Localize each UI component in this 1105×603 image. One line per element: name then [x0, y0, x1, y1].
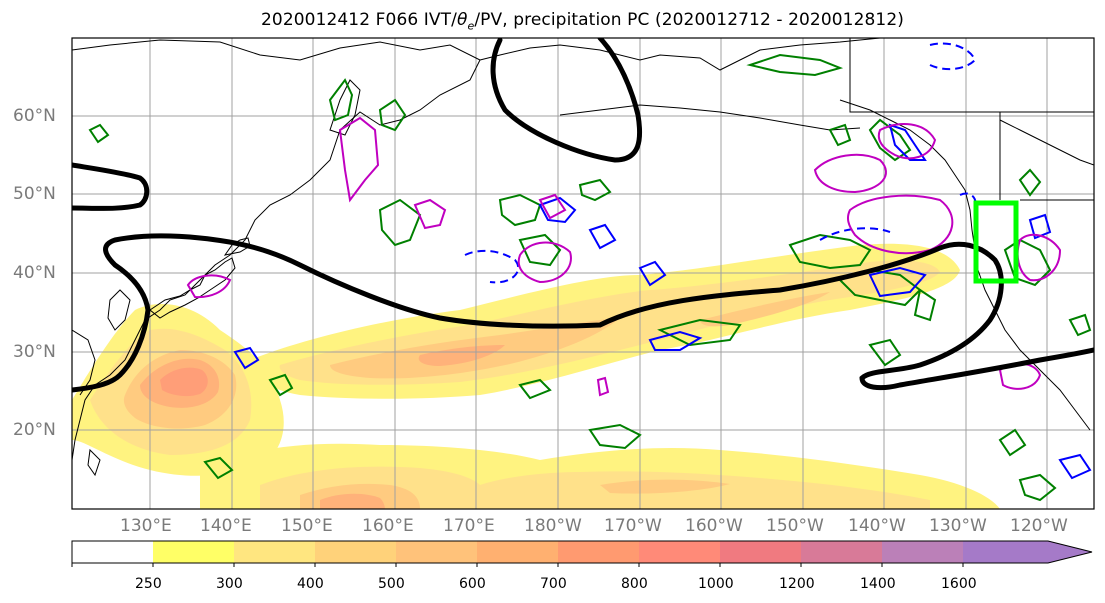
colorbar-label-1000: 1000 [698, 576, 734, 592]
colorbar [71, 540, 1093, 567]
colorbar-label-300: 300 [216, 576, 243, 592]
map-frame [71, 37, 1095, 510]
colorbar-label-1600: 1600 [941, 576, 977, 592]
highlight-box [973, 200, 1019, 284]
lon-label-180w: 180°W [524, 516, 582, 536]
lon-label-140e: 140°E [200, 516, 252, 536]
map-area [72, 38, 1094, 509]
lon-label-160e: 160°E [362, 516, 414, 536]
colorbar-label-1400: 1400 [860, 576, 896, 592]
graticule [72, 38, 1094, 509]
lon-label-150w: 150°W [766, 516, 824, 536]
lon-label-140w: 140°W [848, 516, 906, 536]
colorbar-label-800: 800 [621, 576, 648, 592]
lon-label-120w: 120°W [1010, 516, 1068, 536]
colorbar-label-700: 700 [540, 576, 567, 592]
colorbar-label-1200: 1200 [779, 576, 815, 592]
lat-label-20n: 20°N [13, 420, 56, 440]
lat-label-40n: 40°N [13, 263, 56, 283]
lon-label-170w: 170°W [604, 516, 662, 536]
lat-label-60n: 60°N [13, 106, 56, 126]
colorbar-label-500: 500 [378, 576, 405, 592]
lon-label-160w: 160°W [685, 516, 743, 536]
colorbar-label-400: 400 [297, 576, 324, 592]
lon-label-170e: 170°E [443, 516, 495, 536]
colorbar-label-250: 250 [135, 576, 162, 592]
lon-label-130e: 130°E [120, 516, 172, 536]
map-title: 2020012412 F066 IVT/θe/PV, precipitation… [260, 10, 904, 33]
colorbar-label-600: 600 [459, 576, 486, 592]
lat-label-30n: 30°N [13, 342, 56, 362]
lat-label-50n: 50°N [13, 184, 56, 204]
lon-label-130w: 130°W [929, 516, 987, 536]
lon-label-150e: 150°E [281, 516, 333, 536]
pv-contours [72, 38, 1094, 393]
